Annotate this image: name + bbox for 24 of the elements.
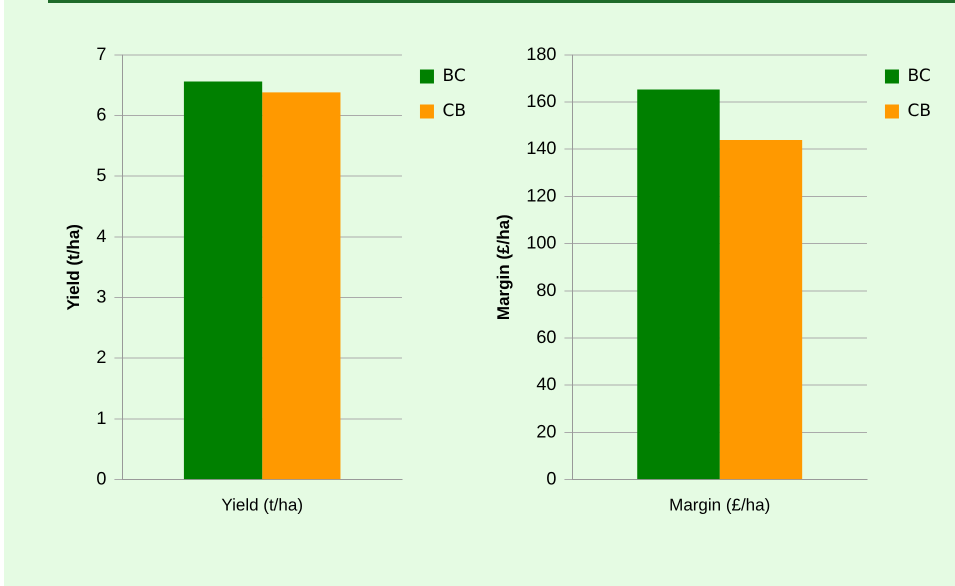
legend-label: BC bbox=[442, 66, 466, 86]
y-tick-label: 180 bbox=[526, 44, 556, 64]
y-tick-label: 2 bbox=[96, 347, 106, 368]
y-tick-label: 80 bbox=[536, 280, 556, 300]
y-tick-label: 0 bbox=[96, 468, 106, 489]
y-tick-label: 60 bbox=[536, 326, 556, 347]
y-tick-label: 40 bbox=[536, 374, 556, 394]
y-tick-label: 0 bbox=[546, 468, 556, 489]
y-tick-label: 6 bbox=[96, 104, 106, 124]
legend-label: BC bbox=[907, 66, 931, 86]
y-tick-label: 140 bbox=[526, 138, 556, 158]
y-tick-label: 4 bbox=[96, 226, 106, 246]
y-tick-label: 100 bbox=[526, 232, 556, 253]
legend-label: CB bbox=[442, 100, 466, 121]
y-tick-label: 20 bbox=[536, 421, 556, 442]
y-tick-label: 3 bbox=[96, 286, 106, 307]
y-axis-title: Yield (t/ha) bbox=[64, 224, 83, 310]
y-tick-label: 7 bbox=[96, 44, 106, 64]
y-axis-title: Margin (£/ha) bbox=[494, 214, 513, 320]
y-tick-label: 120 bbox=[526, 185, 556, 206]
legend-label: CB bbox=[907, 100, 932, 121]
y-tick-label: 160 bbox=[526, 90, 556, 111]
y-tick-label: 5 bbox=[96, 165, 106, 186]
y-tick-label: 1 bbox=[96, 408, 106, 428]
